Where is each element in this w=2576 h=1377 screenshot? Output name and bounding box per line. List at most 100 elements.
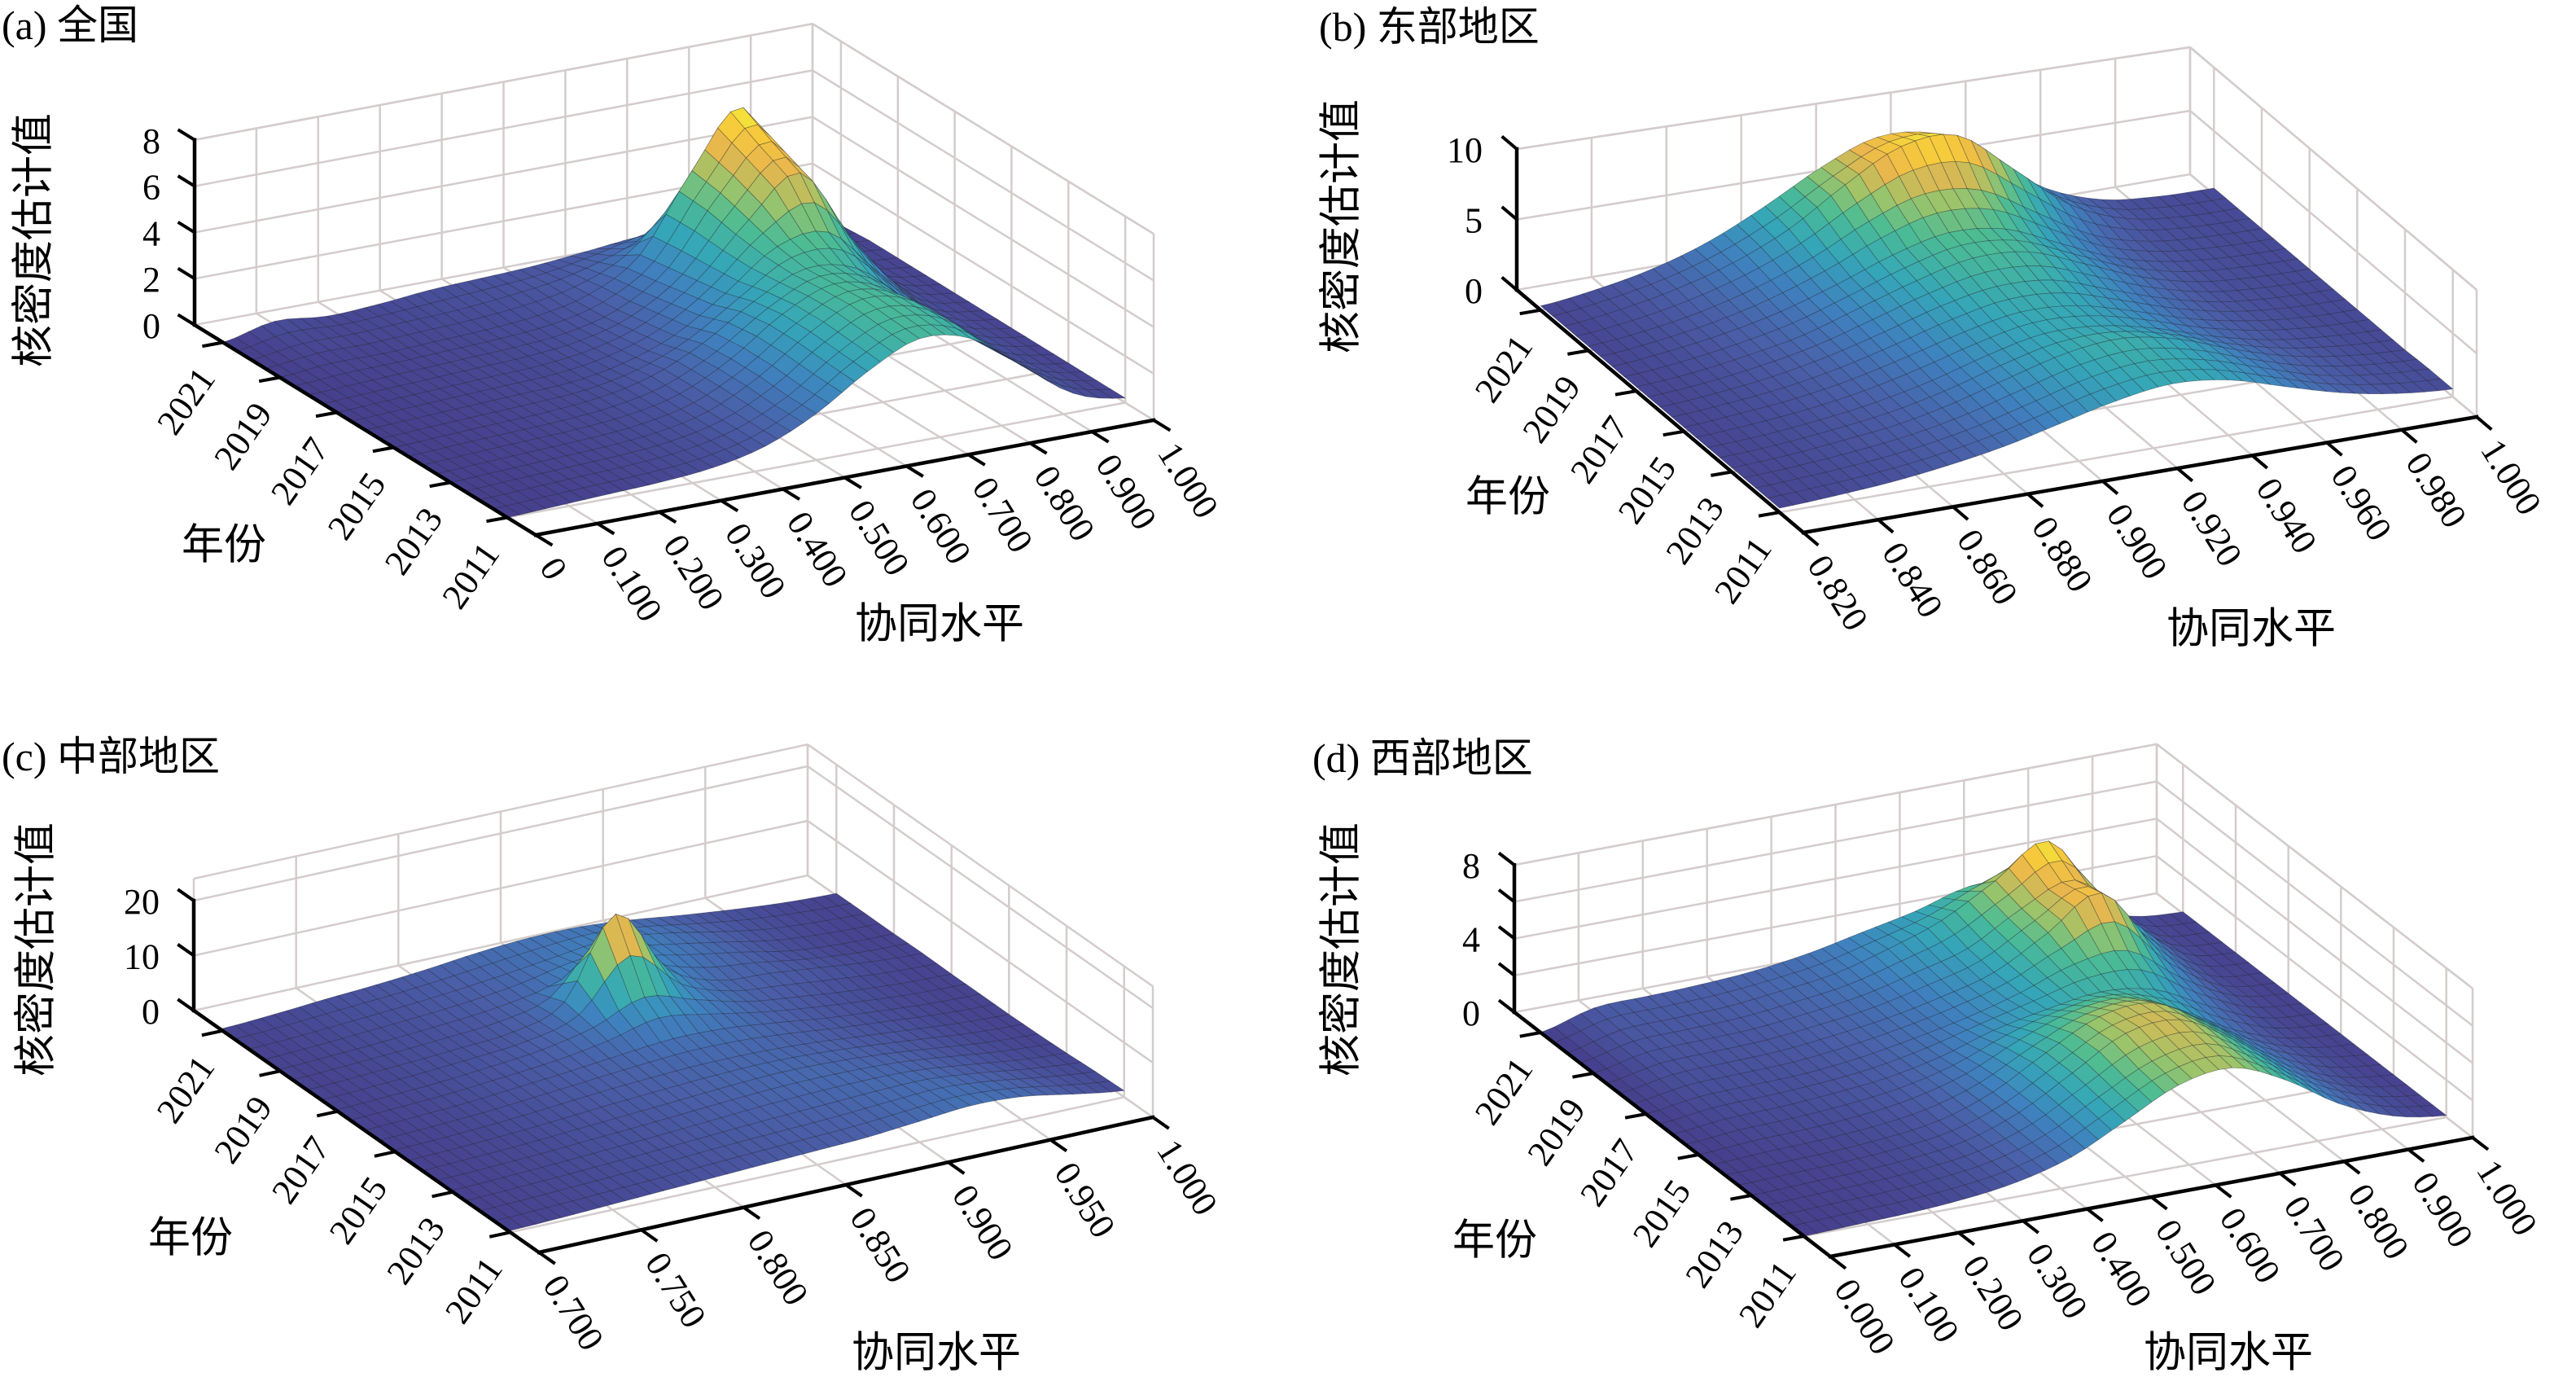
surface-patch (2232, 1038, 2260, 1056)
surface-patch (2193, 1014, 2221, 1028)
surface-patch (520, 1210, 550, 1225)
surface-patch (2165, 1019, 2194, 1033)
surface-patch (913, 300, 941, 316)
surface-patch (932, 1036, 962, 1047)
year-tick-label: 2013 (1677, 1213, 1751, 1295)
surface-patch (2071, 1127, 2099, 1150)
surface-patch (2031, 1093, 2060, 1116)
surface-patch (1737, 1155, 1766, 1170)
surface-patch (2330, 299, 2359, 313)
grid-line (807, 765, 1154, 1010)
surface-patch (300, 327, 330, 341)
year-axis-line (1514, 287, 1807, 536)
surface-patch (683, 1138, 712, 1154)
surface-patch (835, 304, 865, 323)
surface-patch (686, 1048, 716, 1065)
surface-patch (507, 1213, 537, 1228)
surface-patch (1820, 158, 1848, 177)
surface-patch (2129, 197, 2157, 210)
surface-patch (2087, 197, 2115, 210)
x-tick-label: 0.940 (2249, 471, 2325, 560)
surface-patch (1781, 491, 1808, 506)
surface-patch (546, 1089, 576, 1105)
surface-patch (1671, 1100, 1700, 1116)
surface-patch (822, 992, 852, 1005)
surface-patch (594, 355, 624, 370)
grid-line (1516, 46, 2191, 151)
x-tick (2101, 480, 2119, 495)
x-tick (720, 498, 739, 513)
surface-patch (1949, 445, 1977, 462)
surface-patch (457, 429, 486, 442)
surface-patch (1979, 1056, 2007, 1075)
surface-patch (1660, 989, 1689, 1005)
surface-patch (826, 918, 855, 932)
surface-patch (878, 267, 906, 294)
surface-patch (756, 973, 785, 988)
surface-patch (658, 303, 686, 321)
surface-patch (1819, 1035, 1847, 1051)
surface-patch (2366, 1076, 2394, 1088)
surface-patch (452, 382, 481, 395)
surface-patch (1660, 1018, 1689, 1033)
surface-patch (904, 290, 932, 309)
z-tick (1500, 134, 1518, 151)
surface-patch (570, 1066, 599, 1082)
z-tick-label: 2 (142, 260, 160, 300)
surface-patch (401, 406, 431, 419)
surface-patch (864, 324, 893, 344)
surface-patch (1715, 388, 1743, 404)
surface-patch (2188, 369, 2215, 381)
x-tick (1091, 430, 1110, 444)
surface-patch (1839, 362, 1867, 380)
surface-patch (1991, 1120, 2020, 1139)
surface-patch (1578, 318, 1606, 334)
surface-patch (2157, 194, 2185, 207)
surface-patch (1954, 901, 1982, 926)
surface-patch (2352, 1093, 2381, 1107)
surface-patch (2379, 1096, 2407, 1107)
surface-patch (2004, 1165, 2032, 1182)
surface-patch (763, 422, 791, 440)
surface-patch (2175, 308, 2204, 321)
surface-patch (648, 1177, 677, 1191)
surface-patch (1860, 1022, 1888, 1038)
surface-patch (574, 414, 603, 427)
year-tick (1758, 511, 1781, 518)
grid-line (2156, 855, 2473, 1102)
surface-patch (931, 308, 959, 321)
surface-patch (659, 466, 689, 480)
surface-patch (535, 1107, 564, 1123)
surface-patch (503, 1058, 532, 1073)
z-tick (1497, 851, 1516, 866)
surface-patch (1817, 429, 1845, 445)
surface-patch (1979, 1005, 2008, 1019)
grid-line (2156, 818, 2473, 1064)
x-tick (905, 464, 924, 478)
surface-patch (1762, 344, 1790, 362)
surface-patch (515, 356, 544, 369)
surface-patch (1757, 471, 1785, 485)
surface-patch (852, 351, 882, 372)
surface-patch (850, 314, 879, 333)
surface-patch (799, 172, 828, 212)
surface-patch (1807, 167, 1834, 187)
surface-patch (234, 1021, 264, 1036)
z-tick (177, 128, 196, 142)
surface-patch (872, 972, 901, 986)
surface-patch (837, 322, 866, 343)
surface-patch (2044, 1145, 2073, 1164)
surface-patch (788, 203, 817, 235)
surface-patch (343, 1048, 372, 1063)
surface-patch (2358, 374, 2386, 385)
surface-plot (221, 892, 1125, 1231)
surface-patch (1884, 1147, 1913, 1163)
surface-patch (1880, 230, 1908, 256)
surface-patch (407, 1143, 436, 1158)
surface-patch (2166, 999, 2194, 1015)
x-tick (2400, 428, 2418, 444)
surface-patch (782, 322, 812, 343)
surface-patch (430, 423, 459, 436)
surface-patch (2060, 963, 2088, 984)
surface-patch (2079, 359, 2107, 378)
